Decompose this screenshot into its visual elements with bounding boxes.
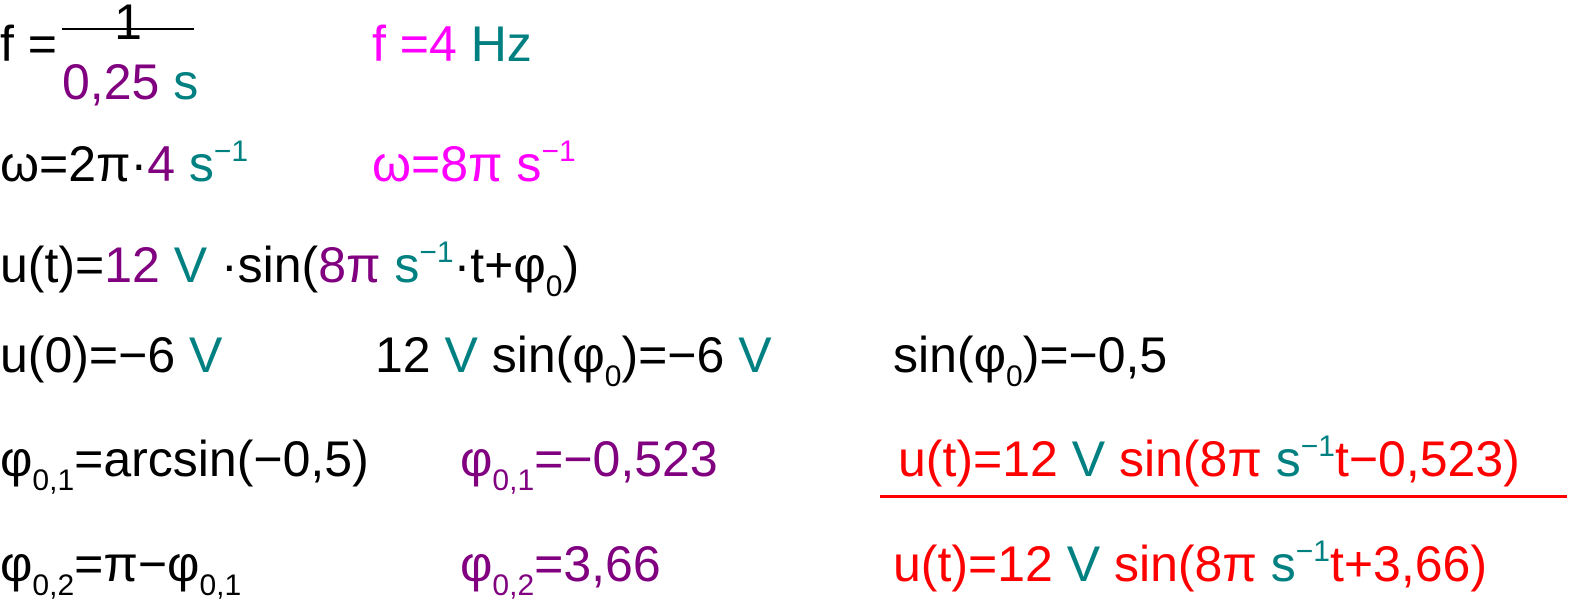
- math-text: −1: [419, 236, 454, 269]
- formula: 12 V sin(φ0)=−6 V: [375, 327, 772, 393]
- math-text: sin(φ: [893, 327, 1006, 383]
- math-text: u(t)=: [0, 237, 105, 293]
- formula: φ0,1=−0,523: [460, 431, 718, 497]
- math-text: 0: [545, 270, 563, 303]
- math-text: 4: [147, 136, 189, 192]
- math-text: u(0)=−6: [0, 327, 190, 383]
- math-text: φ: [0, 536, 33, 592]
- math-text: V: [1071, 431, 1119, 487]
- math-text: V: [1066, 536, 1114, 592]
- math-text: 0,1: [32, 464, 75, 497]
- math-text: V: [444, 327, 492, 383]
- math-text: 0,25: [62, 54, 174, 110]
- math-text: 8π: [318, 237, 395, 293]
- math-text: )=−6: [621, 327, 739, 383]
- math-text: V: [738, 327, 772, 383]
- formula: f =4 Hz: [372, 19, 532, 69]
- math-text: s: [1275, 431, 1301, 487]
- math-text: s: [173, 54, 199, 110]
- math-text: sin(φ: [491, 327, 605, 383]
- math-text: ): [562, 237, 580, 293]
- math-text: 0,1: [199, 569, 242, 602]
- denominator: 0,25 s: [62, 54, 198, 110]
- math-text: 0: [604, 360, 622, 393]
- formula: ω=2π·4 s−1: [0, 135, 248, 197]
- math-text: 12: [375, 327, 445, 383]
- math-text: 0,1: [492, 464, 535, 497]
- math-text: 1: [114, 0, 142, 50]
- math-text: t+3,66): [1329, 536, 1488, 592]
- math-text: −1: [1295, 535, 1330, 568]
- math-text: u(t)=12: [898, 431, 1072, 487]
- math-text: V: [173, 237, 221, 293]
- formula: φ0,2=π−φ0,1: [0, 536, 241, 602]
- math-text: −1: [541, 135, 576, 168]
- formula: φ0,2=3,66: [460, 536, 661, 602]
- math-text: ·sin(: [220, 237, 319, 293]
- formula: ω=8π s−1: [372, 135, 576, 197]
- formula: φ0,1=arcsin(−0,5): [0, 431, 369, 497]
- math-text: t−0,523): [1334, 431, 1520, 487]
- math-text: Hz: [470, 16, 532, 72]
- math-text: φ: [460, 431, 493, 487]
- math-text: =−0,523: [534, 431, 718, 487]
- math-text: −1: [1300, 430, 1335, 463]
- math-text: s: [1270, 536, 1296, 592]
- math-text: 0: [1006, 360, 1023, 393]
- math-text: ω=8π s: [372, 136, 542, 192]
- math-text: =3,66: [534, 536, 661, 592]
- formula: u(t)=12 V sin(8π s−1t+3,66): [893, 535, 1488, 597]
- math-text: s: [188, 136, 214, 192]
- math-text: φ: [460, 536, 493, 592]
- math-text: 0,2: [32, 569, 75, 602]
- math-text: =π−φ: [74, 536, 200, 592]
- math-text: s: [394, 237, 420, 293]
- math-text: 0,2: [492, 569, 535, 602]
- formula: u(t)=12 V ·sin(8π s−1·t+φ0): [0, 236, 580, 303]
- math-text: f =4: [372, 16, 471, 72]
- math-text: sin(8π: [1118, 431, 1276, 487]
- math-text: f =: [0, 16, 57, 72]
- math-text: φ: [0, 431, 33, 487]
- math-text: )=−0,5: [1022, 327, 1168, 383]
- math-text: −1: [213, 135, 249, 168]
- fraction-bar: [62, 28, 194, 30]
- math-text: V: [189, 327, 223, 383]
- math-text: =arcsin(−0,5): [74, 431, 369, 487]
- numerator: 1: [62, 0, 194, 47]
- math-text: ω=2π·: [0, 136, 148, 192]
- result-underline: [880, 495, 1567, 498]
- formula: sin(φ0)=−0,5: [893, 327, 1168, 393]
- formula: u(t)=12 V sin(8π s−1t−0,523): [898, 430, 1520, 492]
- math-text: ·t+φ: [453, 237, 546, 293]
- math-text: u(t)=12: [893, 536, 1067, 592]
- formula: u(0)=−6 V: [0, 330, 222, 380]
- math-text: 12: [104, 237, 174, 293]
- formula: f =: [0, 19, 57, 69]
- math-text: sin(8π: [1113, 536, 1271, 592]
